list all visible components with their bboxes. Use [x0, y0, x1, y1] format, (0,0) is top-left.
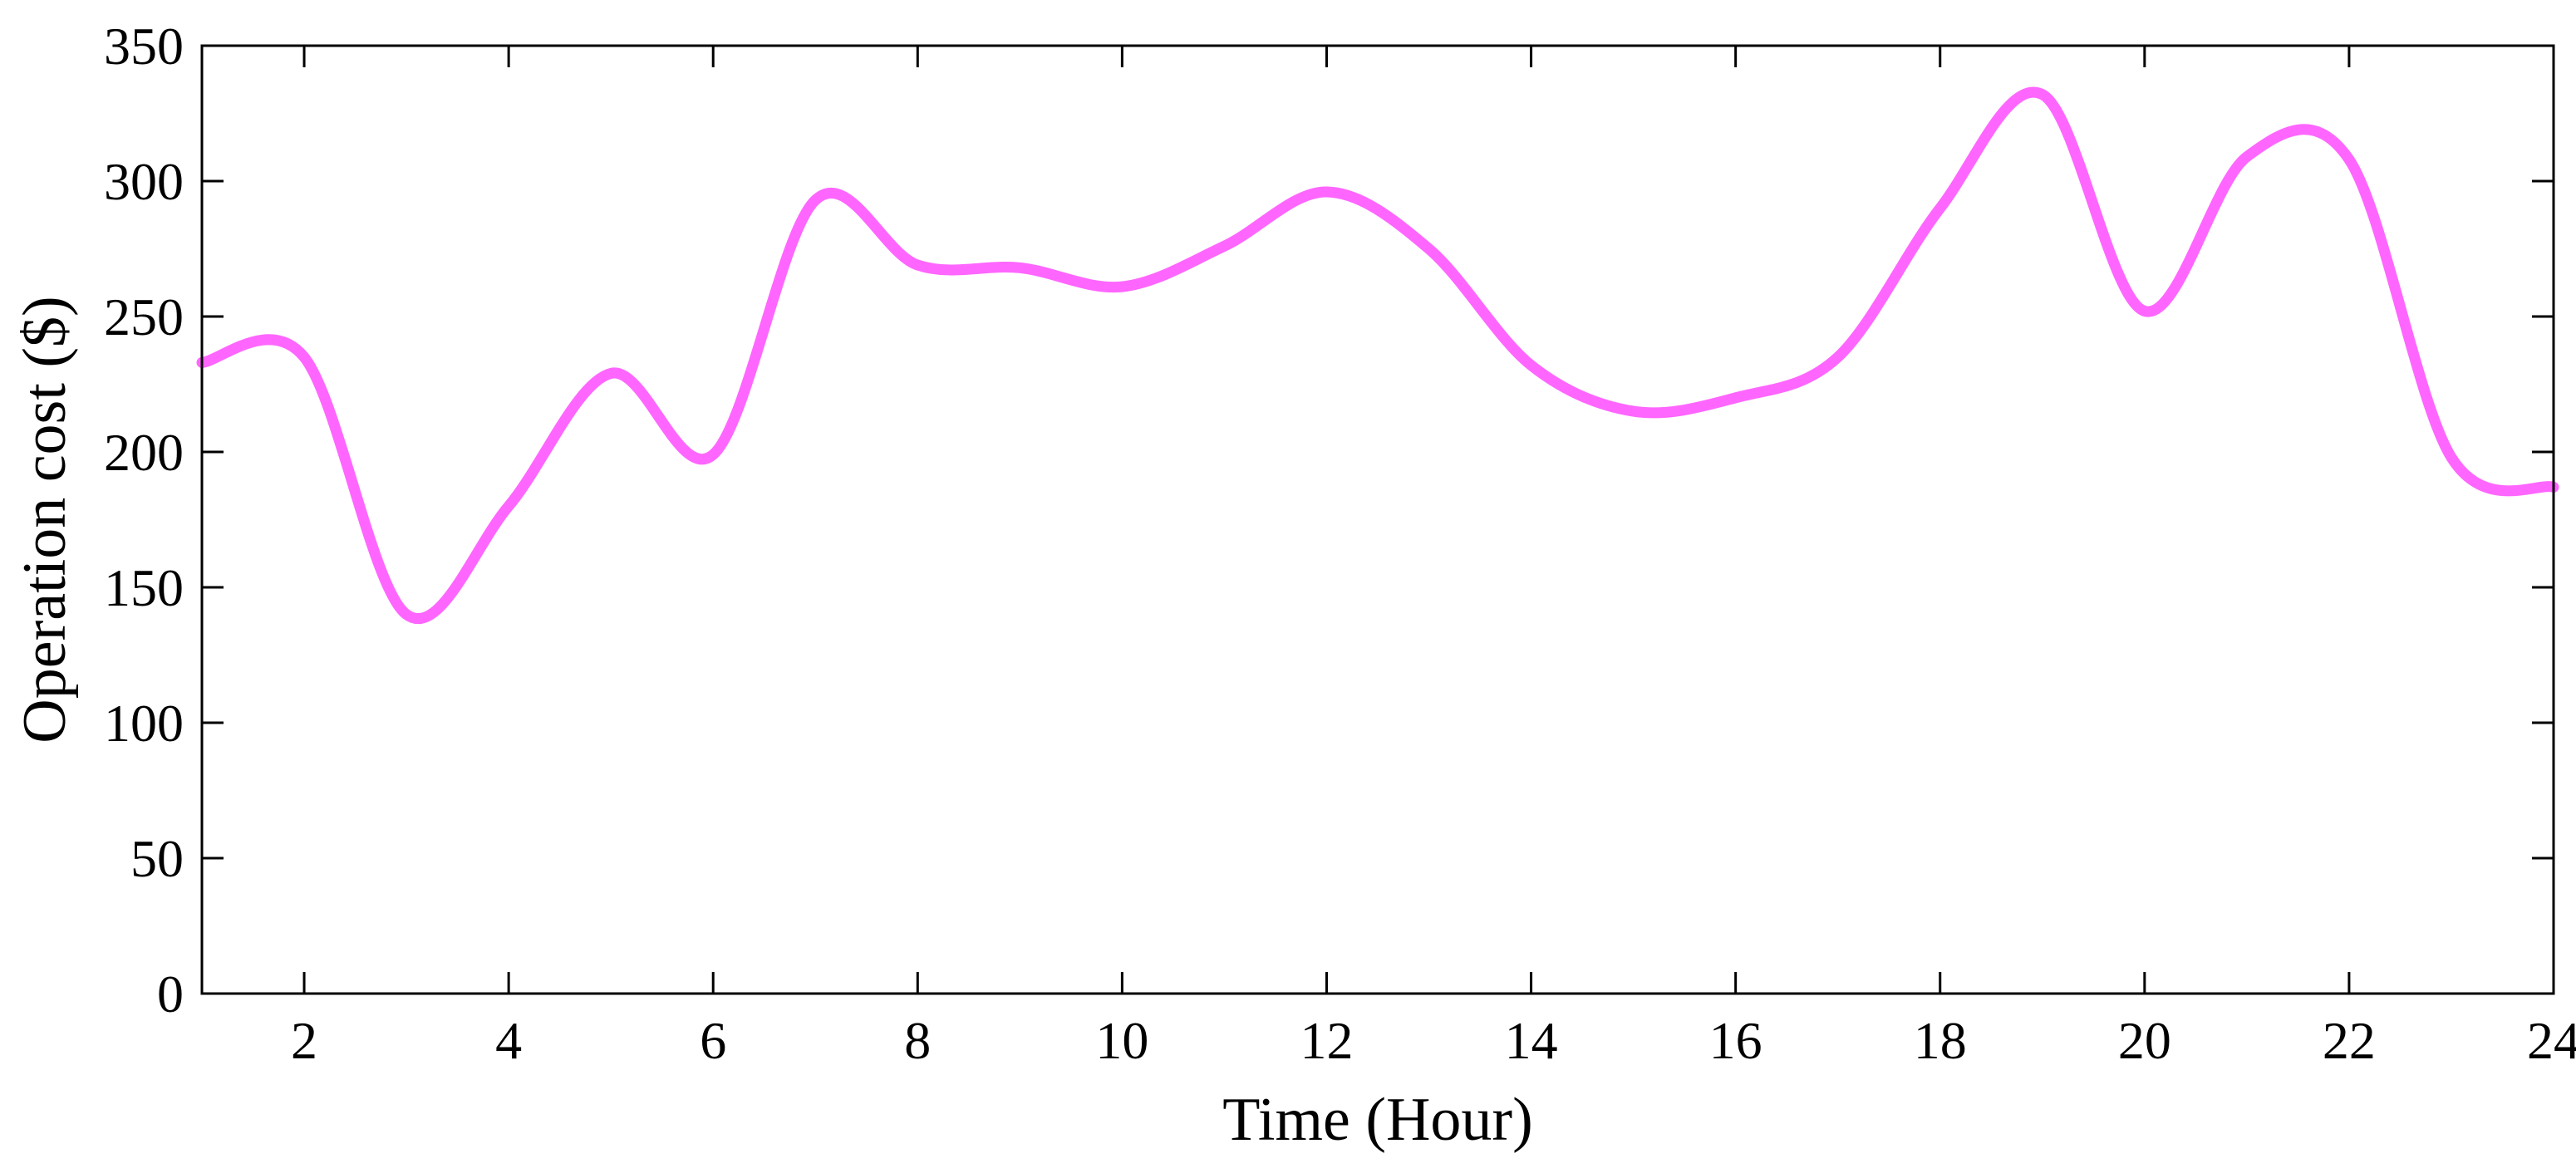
y-tick-label: 150 [104, 558, 184, 617]
x-tick-label: 4 [495, 1011, 522, 1070]
x-axis-title: Time (Hour) [1222, 1086, 1532, 1154]
y-tick-label: 0 [157, 964, 184, 1023]
series-layer [196, 86, 2559, 625]
ticks-layer [202, 44, 2555, 995]
labels-layer: 2 4 6 8 10 12 14 16 18 20 22 2405010015020025030035… [104, 17, 2576, 1070]
series-line [196, 86, 2559, 625]
y-tick-label: 100 [104, 694, 184, 753]
y-tick-label: 350 [104, 17, 184, 76]
y-tick-label: 250 [104, 287, 184, 346]
x-tick-label: 10 [1095, 1011, 1148, 1070]
x-tick-label: 16 [1709, 1011, 1762, 1070]
x-tick-label: 6 [700, 1011, 726, 1070]
x-tick-label: 22 [2323, 1011, 2376, 1070]
x-tick-label: 18 [1914, 1011, 1967, 1070]
x-tick-label: 8 [904, 1011, 931, 1070]
y-tick-label: 200 [104, 423, 184, 482]
x-tick-label: 12 [1300, 1011, 1353, 1070]
x-tick-label: 2 [291, 1011, 317, 1070]
x-tick-label: 14 [1505, 1011, 1558, 1070]
x-tick-label: 24 [2527, 1011, 2576, 1070]
y-tick-label: 50 [130, 829, 184, 888]
x-tick-label: 20 [2118, 1011, 2171, 1070]
y-tick-label: 300 [104, 152, 184, 211]
plot-frame [200, 44, 2555, 995]
y-axis-title: Operation cost ($) [11, 296, 79, 743]
